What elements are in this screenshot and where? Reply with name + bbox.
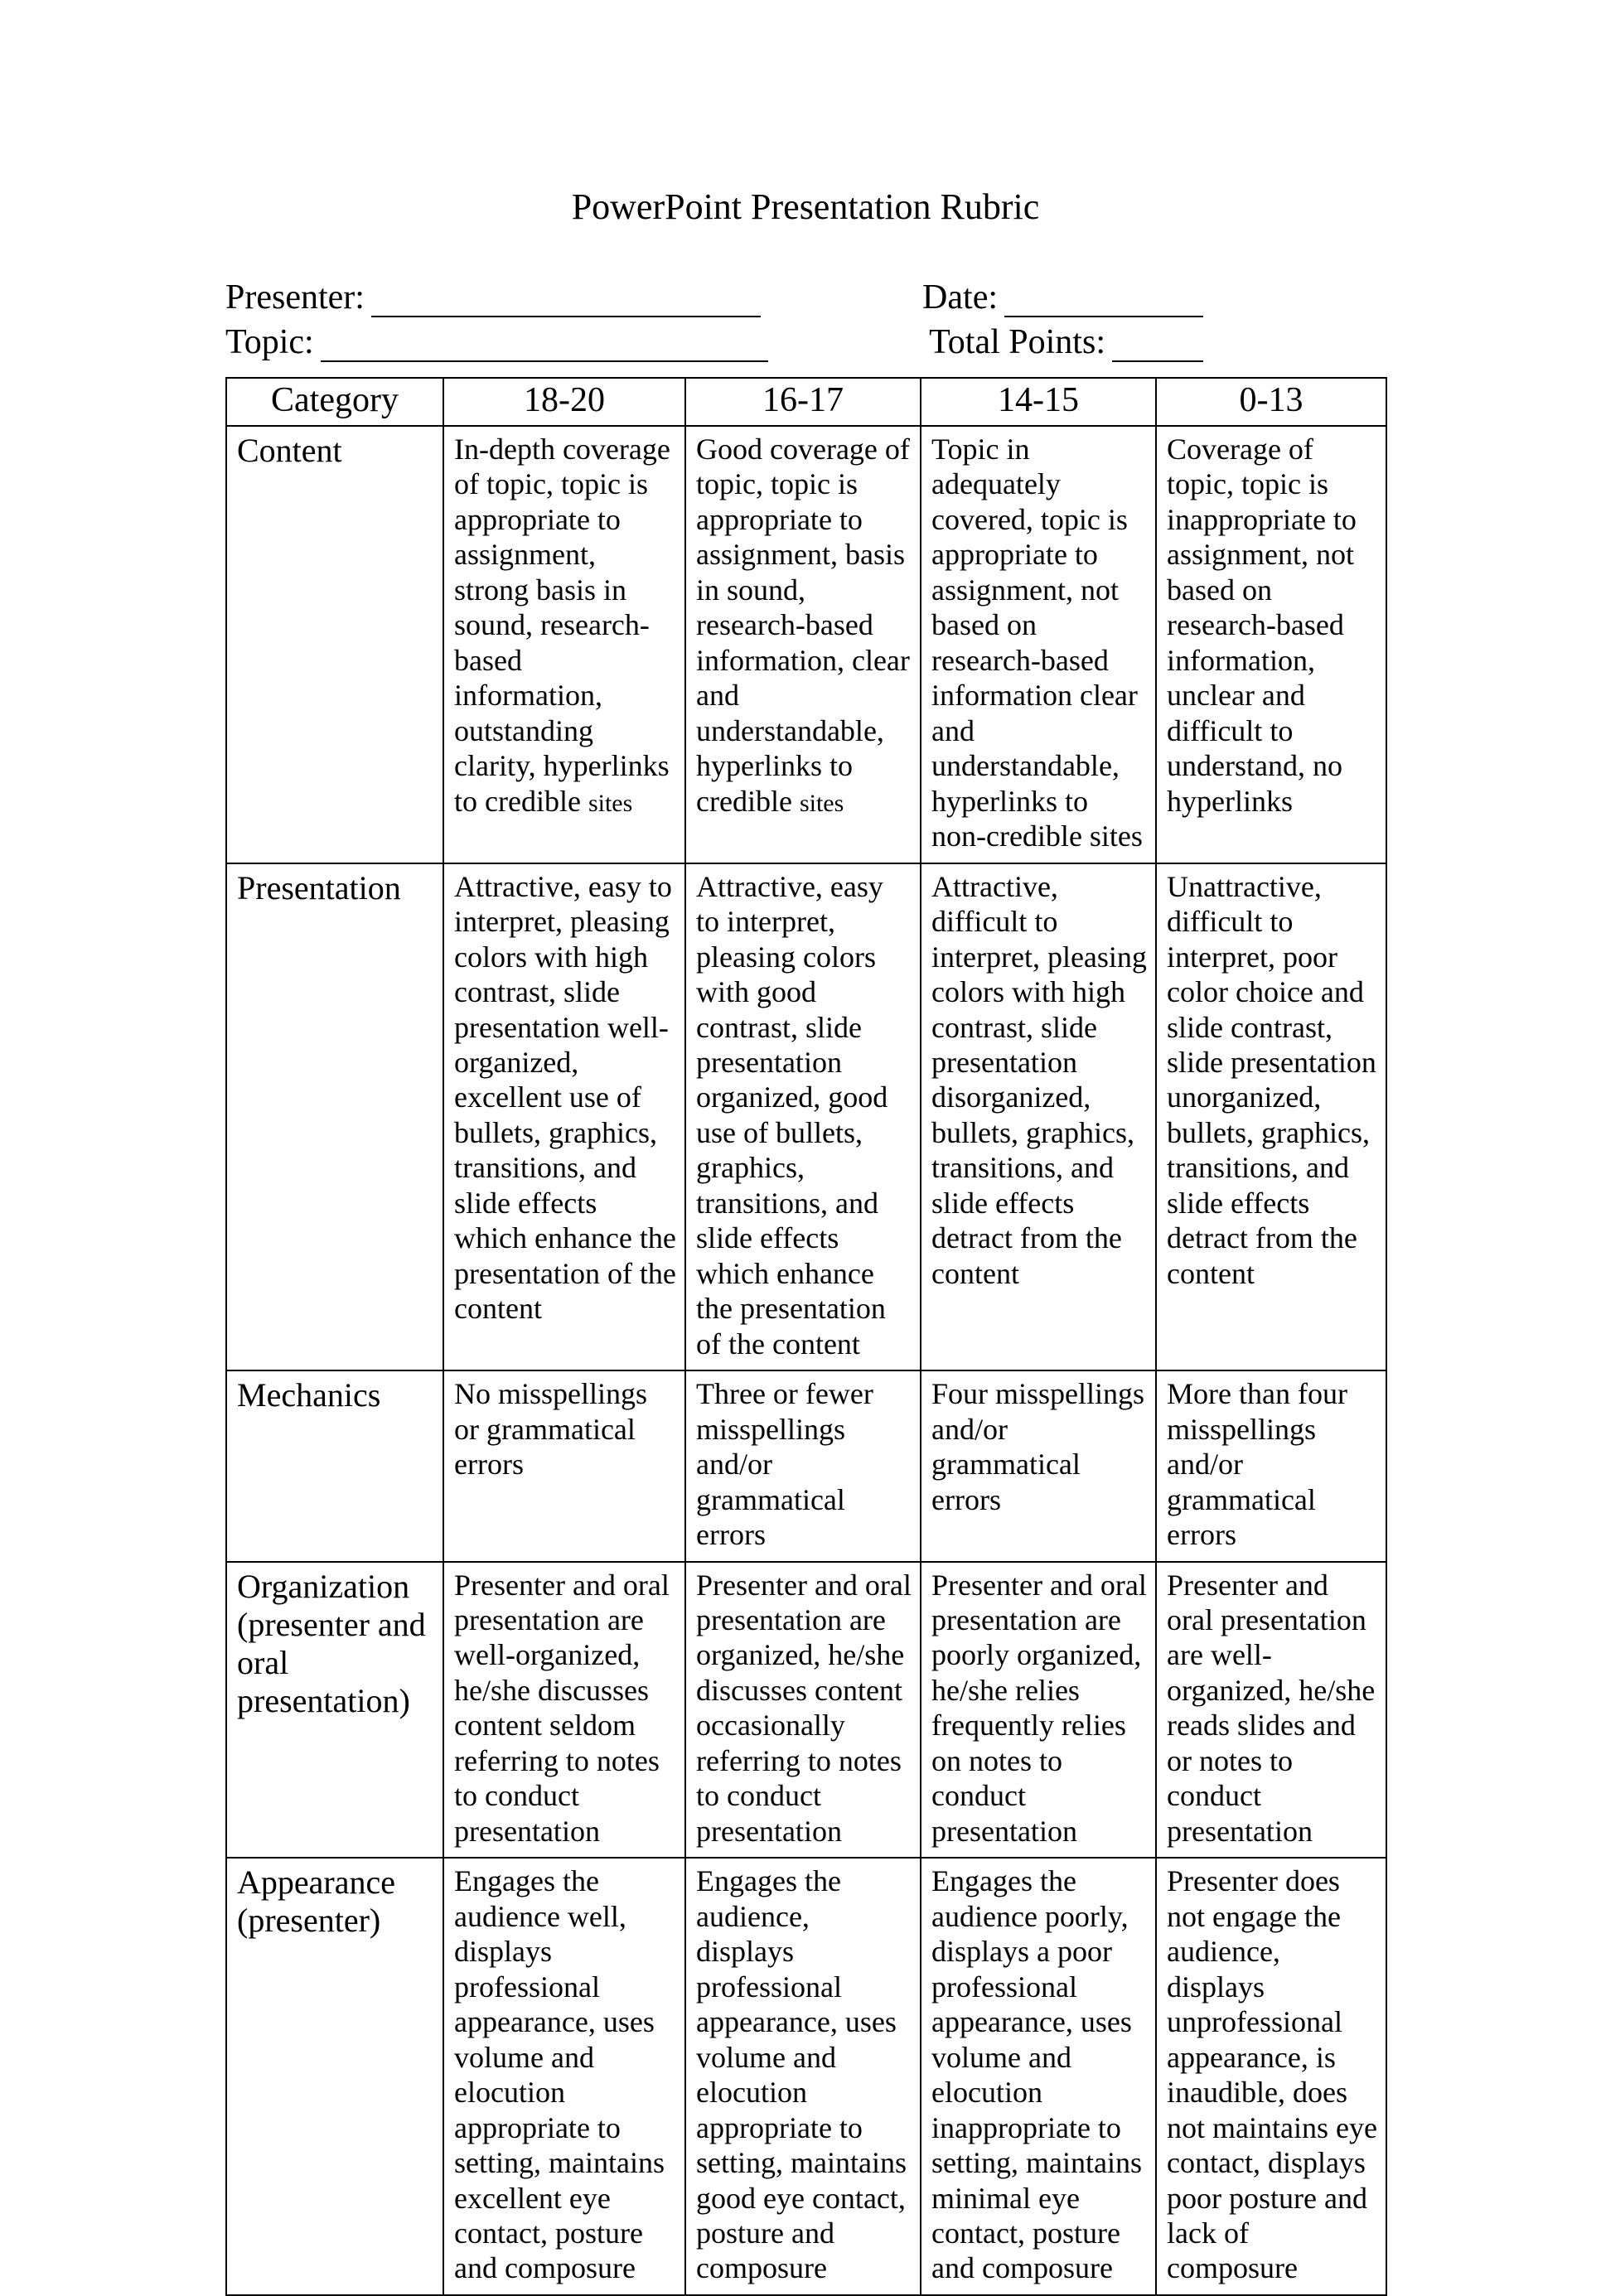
table-row: Presentation Attractive, easy to interpr… [226,863,1386,1371]
topic-blank [321,334,768,362]
category-cell: Presentation [226,863,443,1371]
cell-text-small: sites [588,790,632,817]
meta-row-2: Topic: Total Points: [225,322,1386,362]
document-sheet: PowerPoint Presentation Rubric Presenter… [225,186,1386,2296]
total-points-field: Total Points: [929,322,1203,362]
cell: Engages the audience, displays professio… [685,1858,921,2295]
cell: Attractive, easy to interpret, pleasing … [685,863,921,1371]
cell: Topic in adequately covered, topic is ap… [921,426,1156,863]
presenter-label: Presenter: [225,278,365,317]
cell: Presenter and oral presentation are poor… [921,1562,1156,1859]
topic-label: Topic: [225,322,314,362]
cell: In-depth coverage of topic, topic is app… [443,426,685,863]
col-header-1: 18-20 [443,378,685,426]
page: PowerPoint Presentation Rubric Presenter… [0,0,1601,2071]
cell: Good coverage of topic, topic is appropr… [685,426,921,863]
cell: Four misspellings and/or grammatical err… [921,1370,1156,1561]
date-field: Date: [922,278,1203,317]
cell-text: Good coverage of topic, topic is appropr… [696,433,910,818]
cell: Presenter and oral presentation are well… [443,1562,685,1859]
rubric-table: Category 18-20 16-17 14-15 0-13 Content … [225,377,1387,2296]
col-header-3: 14-15 [921,378,1156,426]
table-row: Mechanics No misspellings or grammatical… [226,1370,1386,1561]
col-header-category: Category [226,378,443,426]
cell: Unattractive, difficult to interpret, po… [1156,863,1386,1371]
cell: Attractive, difficult to interpret, plea… [921,863,1156,1371]
meta-row-1: Presenter: Date: [225,278,1386,317]
topic-field: Topic: [225,322,768,362]
date-blank [1004,289,1203,317]
page-title: PowerPoint Presentation Rubric [225,186,1386,228]
table-row: Content In-depth coverage of topic, topi… [226,426,1386,863]
total-points-blank [1112,334,1203,362]
table-row: Appearance (presenter) Engages the audie… [226,1858,1386,2295]
cell: Attractive, easy to interpret, pleasing … [443,863,685,1371]
table-header-row: Category 18-20 16-17 14-15 0-13 [226,378,1386,426]
total-points-label: Total Points: [929,322,1105,362]
col-header-4: 0-13 [1156,378,1386,426]
cell: Presenter does not engage the audience, … [1156,1858,1386,2295]
presenter-field: Presenter: [225,278,761,317]
table-row: Organization (presenter and oral present… [226,1562,1386,1859]
cell: Three or fewer misspellings and/or gramm… [685,1370,921,1561]
category-cell: Content [226,426,443,863]
cell-text-small: sites [800,790,844,817]
col-header-2: 16-17 [685,378,921,426]
cell-text: In-depth coverage of topic, topic is app… [454,433,670,818]
presenter-blank [371,289,761,317]
cell: Presenter and oral presentation are well… [1156,1562,1386,1859]
cell: Coverage of topic, topic is inappropriat… [1156,426,1386,863]
category-cell: Mechanics [226,1370,443,1561]
category-cell: Appearance (presenter) [226,1858,443,2295]
cell: Engages the audience poorly, displays a … [921,1858,1156,2295]
rubric-body: Content In-depth coverage of topic, topi… [226,426,1386,2295]
category-cell: Organization (presenter and oral present… [226,1562,443,1859]
date-label: Date: [922,278,998,317]
cell: Presenter and oral presentation are orga… [685,1562,921,1859]
cell: No misspellings or grammatical errors [443,1370,685,1561]
cell: Engages the audience well, displays prof… [443,1858,685,2295]
cell: More than four misspellings and/or gramm… [1156,1370,1386,1561]
